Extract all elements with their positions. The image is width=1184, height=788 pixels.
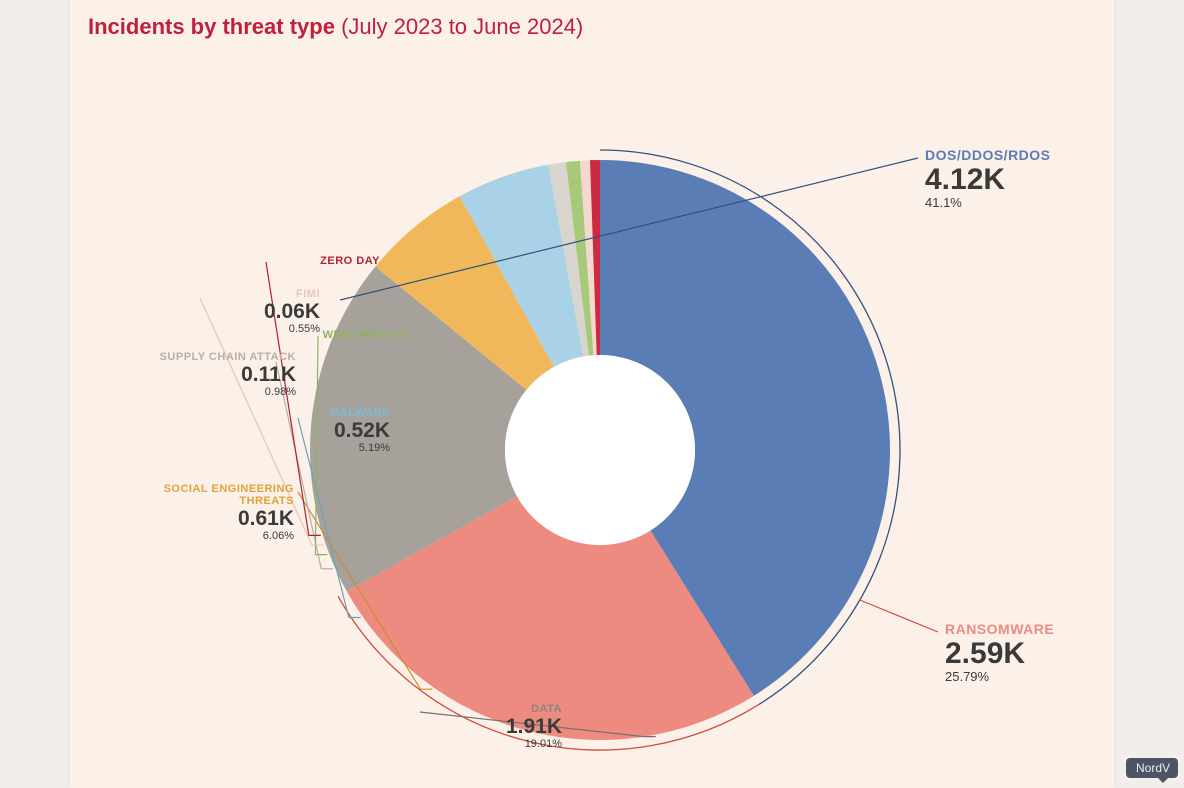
- label-dos-value: 4.12K: [925, 163, 1051, 196]
- label-supply-category: SUPPLY CHAIN ATTACK: [116, 351, 296, 363]
- leader-ransom: [860, 600, 938, 632]
- label-dos-percent: 41.1%: [925, 196, 1051, 210]
- label-zeroday-category: ZERO DAY: [200, 255, 380, 267]
- label-data-percent: 19.01%: [382, 738, 562, 750]
- label-malware-category: MALWARE: [210, 407, 390, 419]
- label-fimi-category: FIMI: [140, 288, 320, 300]
- label-ransom-value: 2.59K: [945, 637, 1054, 670]
- label-social-percent: 6.06%: [114, 530, 294, 542]
- label-supply: SUPPLY CHAIN ATTACK0.11K0.98%: [116, 351, 296, 398]
- label-fimi: FIMI0.06K0.55%: [140, 288, 320, 335]
- label-malware-value: 0.52K: [210, 419, 390, 442]
- label-malware-percent: 5.19%: [210, 442, 390, 454]
- nord-badge-text: NordV: [1136, 761, 1170, 775]
- label-data-category: DATA: [382, 703, 562, 715]
- label-dos-category: DOS/DDOS/RDOS: [925, 148, 1051, 163]
- label-ransom: RANSOMWARE2.59K25.79%: [945, 622, 1054, 685]
- label-supply-value: 0.11K: [116, 363, 296, 386]
- label-supply-percent: 0.98%: [116, 386, 296, 398]
- label-zeroday: ZERO DAY: [200, 255, 380, 267]
- label-fimi-percent: 0.55%: [140, 323, 320, 335]
- label-data: DATA1.91K19.01%: [382, 703, 562, 750]
- nord-badge: NordV: [1126, 758, 1178, 778]
- label-social-value: 0.61K: [114, 507, 294, 530]
- label-ransom-percent: 25.79%: [945, 670, 1054, 684]
- label-fimi-value: 0.06K: [140, 300, 320, 323]
- label-social: SOCIAL ENGINEERING THREATS0.61K6.06%: [114, 483, 294, 542]
- label-data-value: 1.91K: [382, 715, 562, 738]
- label-malware: MALWARE0.52K5.19%: [210, 407, 390, 454]
- label-ransom-category: RANSOMWARE: [945, 622, 1054, 637]
- label-dos: DOS/DDOS/RDOS4.12K41.1%: [925, 148, 1051, 211]
- donut-hole: [505, 355, 695, 545]
- label-social-category: SOCIAL ENGINEERING THREATS: [114, 483, 294, 507]
